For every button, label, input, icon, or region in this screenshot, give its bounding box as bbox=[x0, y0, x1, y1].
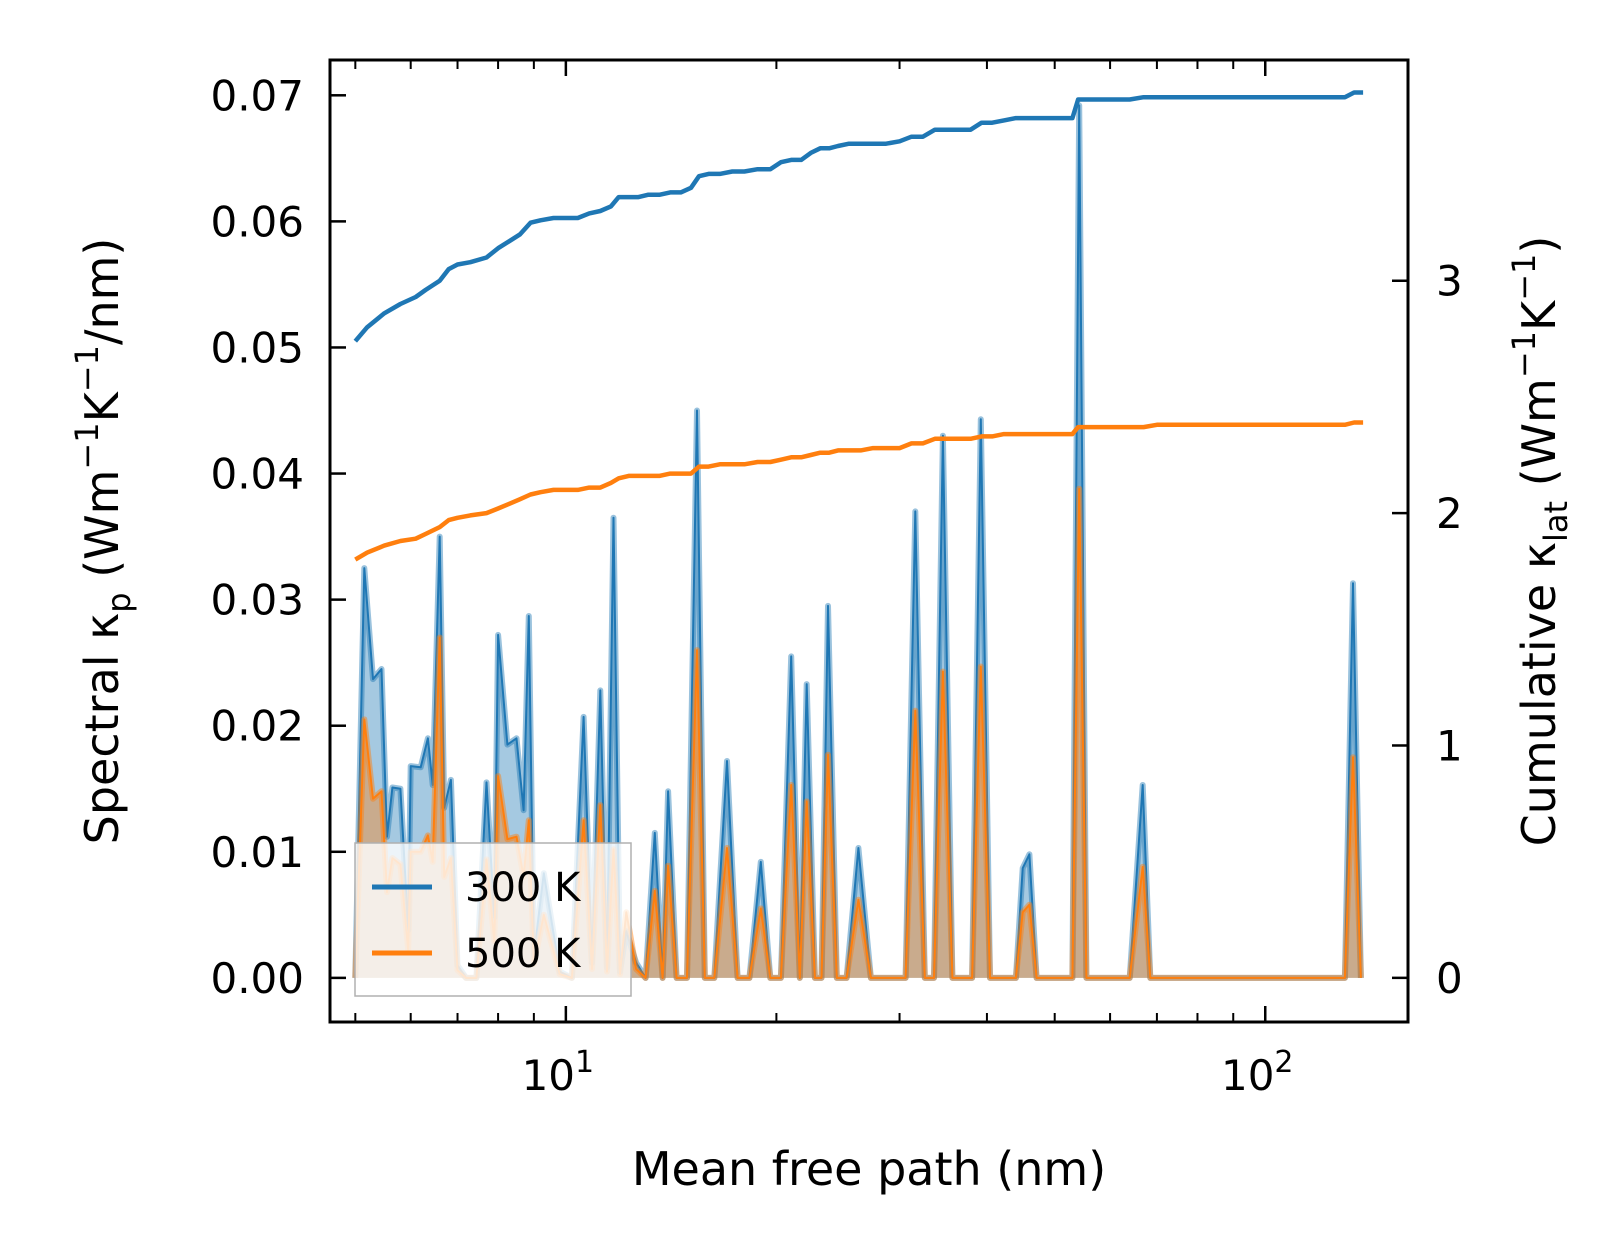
y-left-tick-label: 0.06 bbox=[210, 197, 304, 246]
y-axis-left-title: Spectral κp (Wm−1K−1/nm) bbox=[68, 238, 138, 845]
x-tick-label: 102 bbox=[1221, 1045, 1294, 1100]
y-left-tick-label: 0.07 bbox=[210, 71, 304, 120]
y-right-tick-label: 0 bbox=[1436, 954, 1463, 1003]
legend-frame bbox=[354, 842, 632, 997]
y-left-tick-label: 0.02 bbox=[210, 702, 304, 751]
legend-label-300k: 300 K bbox=[465, 865, 582, 911]
y-left-tick-label: 0.01 bbox=[210, 828, 304, 877]
y-left-tick-label: 0.04 bbox=[210, 450, 304, 499]
y-right-tick-label: 1 bbox=[1436, 721, 1463, 770]
x-axis-title: Mean free path (nm) bbox=[632, 1142, 1106, 1196]
y-left-tick-label: 0.05 bbox=[210, 323, 304, 372]
plot-frame bbox=[328, 58, 1410, 1024]
x-tick-label: 101 bbox=[522, 1045, 595, 1100]
cumulative-line-500k bbox=[354, 420, 1364, 562]
y-left-tick-label: 0.00 bbox=[210, 954, 304, 1003]
cumulative-lines bbox=[353, 90, 1364, 562]
y-right-tick-label: 3 bbox=[1436, 257, 1463, 306]
cumulative-line-300k bbox=[353, 90, 1364, 343]
y-right-tick-label: 2 bbox=[1436, 489, 1463, 538]
legend: 300 K 500 K bbox=[354, 842, 632, 997]
legend-label-500k: 500 K bbox=[465, 931, 582, 977]
y-axis-right-title: Cumulative κlat (Wm−1K−1) bbox=[1505, 236, 1575, 847]
axis-ticks: 0.00 0.01 0.02 0.03 0.04 0.05 0.06 0.07 0 1 2 3 101 1… bbox=[210, 60, 1463, 1100]
y-left-tick-label: 0.03 bbox=[210, 576, 304, 625]
